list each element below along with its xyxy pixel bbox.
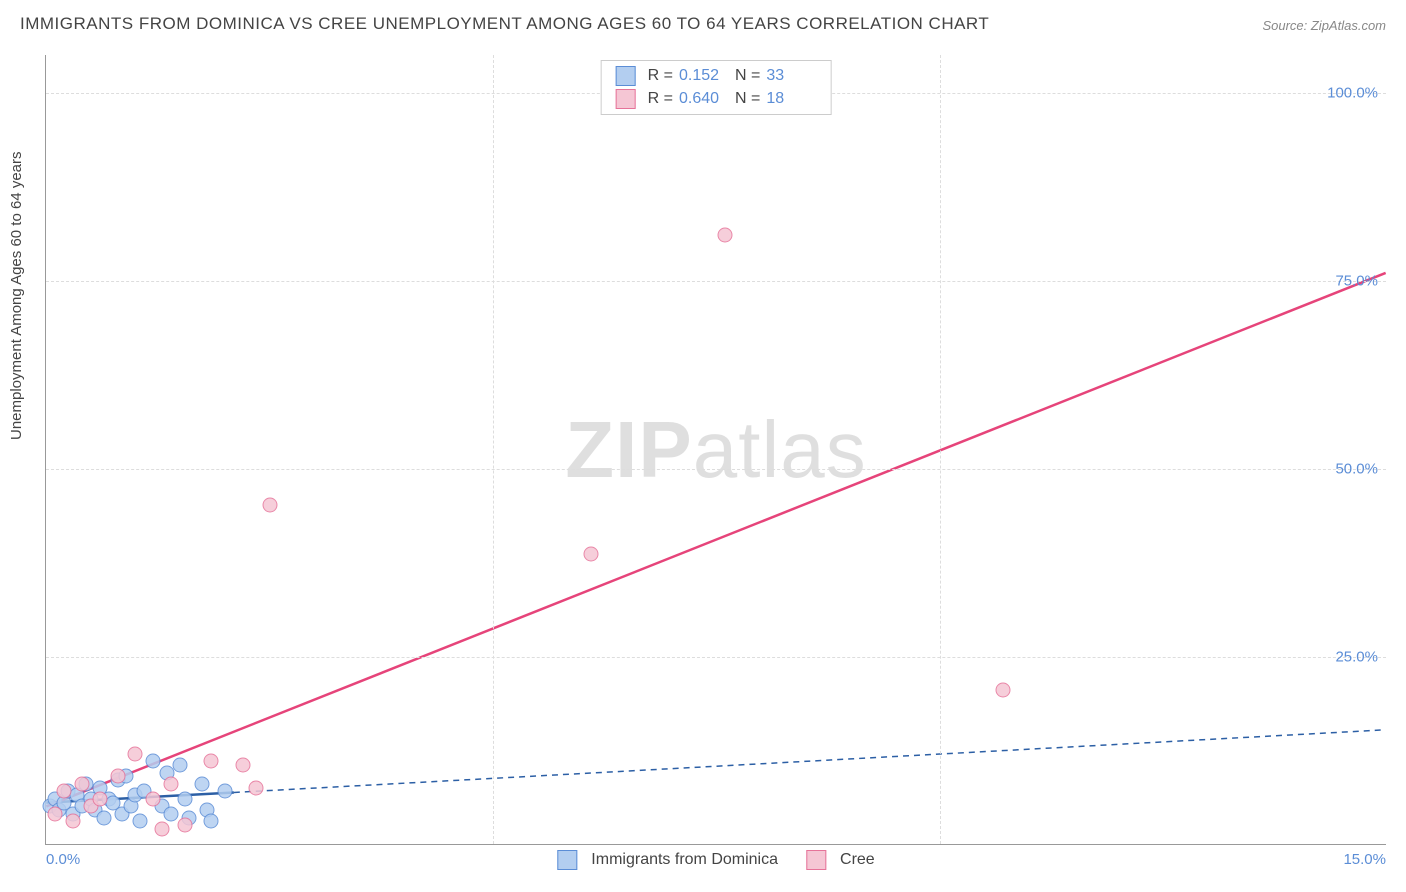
data-point-cree bbox=[164, 776, 179, 791]
data-point-dominica bbox=[146, 754, 161, 769]
data-point-dominica bbox=[164, 806, 179, 821]
data-point-cree bbox=[584, 547, 599, 562]
data-point-cree bbox=[155, 821, 170, 836]
legend-n-value: 18 bbox=[766, 90, 816, 108]
legend-swatch-cree bbox=[616, 89, 636, 109]
legend-n-label: N = bbox=[735, 67, 760, 85]
legend-swatch bbox=[806, 850, 826, 870]
data-point-cree bbox=[177, 818, 192, 833]
gridline-horizontal bbox=[46, 281, 1386, 282]
chart-title: IMMIGRANTS FROM DOMINICA VS CREE UNEMPLO… bbox=[20, 14, 989, 34]
data-point-dominica bbox=[97, 810, 112, 825]
data-point-cree bbox=[249, 780, 264, 795]
x-tick-label: 15.0% bbox=[1343, 851, 1386, 868]
legend-label: Immigrants from Dominica bbox=[591, 851, 778, 869]
data-point-cree bbox=[47, 806, 62, 821]
gridline-horizontal bbox=[46, 657, 1386, 658]
data-point-cree bbox=[110, 769, 125, 784]
trend-line-dominica-dashed bbox=[234, 730, 1386, 793]
source-attribution: Source: ZipAtlas.com bbox=[1262, 18, 1386, 33]
legend-swatch bbox=[557, 850, 577, 870]
x-tick-label: 0.0% bbox=[46, 851, 80, 868]
legend-n-value: 33 bbox=[766, 67, 816, 85]
legend-row-cree: R = 0.640 N = 18 bbox=[616, 89, 817, 109]
data-point-cree bbox=[146, 791, 161, 806]
legend-item: Immigrants from Dominica bbox=[557, 850, 778, 870]
legend-row-dominica: R = 0.152 N = 33 bbox=[616, 66, 817, 86]
y-tick-label: 75.0% bbox=[1335, 272, 1378, 289]
legend-series: Immigrants from Dominica Cree bbox=[557, 850, 874, 870]
y-tick-label: 50.0% bbox=[1335, 460, 1378, 477]
plot-area: ZIPatlas 25.0%50.0%75.0%100.0%0.0%15.0%R… bbox=[45, 55, 1386, 845]
gridline-vertical bbox=[493, 55, 494, 844]
data-point-cree bbox=[65, 814, 80, 829]
watermark-rest: atlas bbox=[693, 405, 867, 494]
legend-r-value: 0.640 bbox=[679, 90, 729, 108]
data-point-cree bbox=[74, 776, 89, 791]
legend-item: Cree bbox=[806, 850, 875, 870]
trend-line-cree bbox=[46, 273, 1385, 807]
data-point-cree bbox=[56, 784, 71, 799]
data-point-dominica bbox=[204, 814, 219, 829]
legend-r-value: 0.152 bbox=[679, 67, 729, 85]
data-point-cree bbox=[995, 682, 1010, 697]
data-point-cree bbox=[128, 746, 143, 761]
data-point-cree bbox=[204, 754, 219, 769]
y-tick-label: 100.0% bbox=[1327, 84, 1378, 101]
gridline-vertical bbox=[940, 55, 941, 844]
data-point-dominica bbox=[177, 791, 192, 806]
legend-r-label: R = bbox=[648, 67, 673, 85]
legend-correlation: R = 0.152 N = 33R = 0.640 N = 18 bbox=[601, 60, 832, 115]
data-point-dominica bbox=[173, 758, 188, 773]
watermark-bold: ZIP bbox=[565, 405, 692, 494]
data-point-cree bbox=[262, 498, 277, 513]
y-axis-label: Unemployment Among Ages 60 to 64 years bbox=[8, 151, 25, 440]
legend-label: Cree bbox=[840, 851, 875, 869]
data-point-dominica bbox=[195, 776, 210, 791]
data-point-dominica bbox=[132, 814, 147, 829]
watermark: ZIPatlas bbox=[565, 404, 866, 496]
y-tick-label: 25.0% bbox=[1335, 648, 1378, 665]
legend-n-label: N = bbox=[735, 90, 760, 108]
data-point-cree bbox=[235, 758, 250, 773]
data-point-cree bbox=[718, 227, 733, 242]
trend-lines-layer bbox=[46, 55, 1386, 844]
data-point-dominica bbox=[217, 784, 232, 799]
data-point-cree bbox=[92, 791, 107, 806]
gridline-horizontal bbox=[46, 469, 1386, 470]
legend-swatch-dominica bbox=[616, 66, 636, 86]
legend-r-label: R = bbox=[648, 90, 673, 108]
